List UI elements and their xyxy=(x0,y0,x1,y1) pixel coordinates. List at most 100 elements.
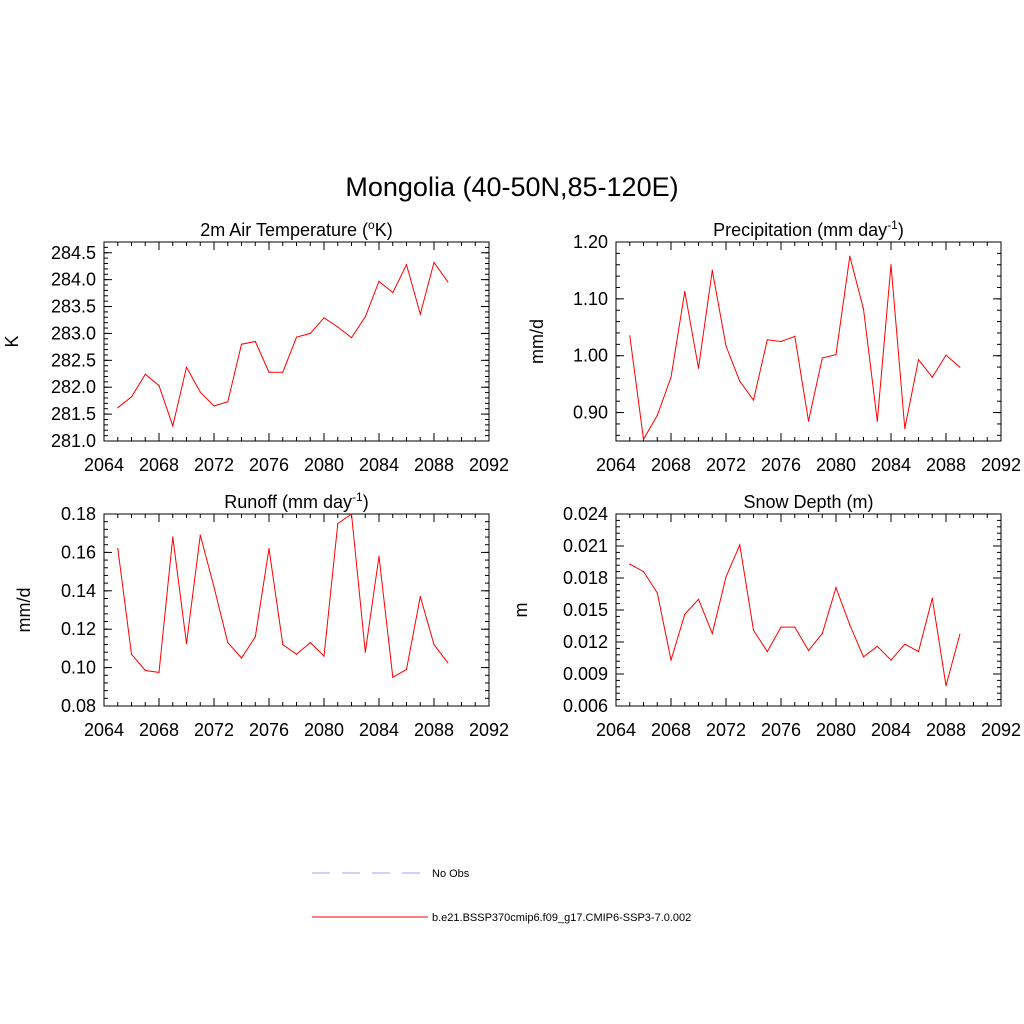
x-tick-label: 2064 xyxy=(596,455,636,475)
panel-title: Precipitation (mm day-1) xyxy=(713,218,904,240)
data-point xyxy=(268,548,270,550)
x-tick-label: 2084 xyxy=(359,720,399,740)
data-point xyxy=(642,571,645,573)
data-point xyxy=(405,264,408,266)
data-point xyxy=(670,376,672,378)
x-tick-label: 2076 xyxy=(761,720,801,740)
data-point xyxy=(378,555,380,557)
data-point xyxy=(199,391,201,393)
y-axis-label: mm/d xyxy=(527,319,547,364)
figure-title: Mongolia (40-50N,85-120E) xyxy=(345,172,678,202)
data-point xyxy=(876,645,878,647)
data-point xyxy=(945,685,947,687)
y-tick-label: 0.015 xyxy=(563,600,608,620)
y-tick-label: 1.10 xyxy=(573,289,608,309)
x-tick-label: 2080 xyxy=(304,455,344,475)
data-point xyxy=(240,343,243,345)
y-tick-label: 1.20 xyxy=(573,232,608,252)
data-point xyxy=(392,292,394,294)
y-axis-label: mm/d xyxy=(14,588,34,633)
data-point xyxy=(337,326,339,328)
data-point xyxy=(199,534,201,536)
data-point xyxy=(904,427,906,430)
x-tick-label: 2068 xyxy=(651,720,691,740)
y-tick-label: 284.5 xyxy=(51,243,96,263)
x-tick-label: 2080 xyxy=(816,455,856,475)
x-tick-label: 2064 xyxy=(84,720,124,740)
panels: 2064 2068 2072 2076 2080 2084 2088 2092 281.0 281… xyxy=(2,218,1021,740)
data-point xyxy=(629,335,631,337)
data-point xyxy=(117,548,119,550)
x-tick-label: 2068 xyxy=(651,455,691,475)
data-point xyxy=(752,629,755,631)
panel-title: Runoff (mm day-1) xyxy=(224,490,368,512)
data-point xyxy=(697,598,700,600)
data-point xyxy=(876,420,878,422)
data-point xyxy=(419,596,421,598)
data-point xyxy=(419,313,421,315)
x-tick-label: 2072 xyxy=(706,720,746,740)
x-tick-label: 2088 xyxy=(926,455,966,475)
x-tick-label: 2072 xyxy=(194,455,234,475)
data-point xyxy=(862,656,865,658)
x-tick-label: 2084 xyxy=(359,455,399,475)
data-point xyxy=(917,651,920,653)
data-point xyxy=(130,396,133,398)
x-tick-label: 2084 xyxy=(871,455,911,475)
x-tick-label: 2092 xyxy=(469,720,509,740)
y-tick-label: 282.5 xyxy=(51,350,96,370)
x-tick-label: 2080 xyxy=(816,720,856,740)
data-point xyxy=(656,592,658,594)
data-point xyxy=(835,587,837,589)
panel-snow-depth: 2064 2068 2072 2076 2080 2084 2088 2092 0.006 0.0… xyxy=(511,492,1021,740)
data-point xyxy=(254,636,256,638)
data-point xyxy=(697,367,700,369)
data-point xyxy=(158,671,160,674)
legend-label-no-obs: No Obs xyxy=(432,868,470,880)
y-tick-label: 0.90 xyxy=(573,403,608,423)
data-point xyxy=(752,399,755,401)
data-point xyxy=(433,261,435,263)
data-point xyxy=(364,316,366,318)
y-axis-label: K xyxy=(2,335,22,347)
data-point xyxy=(309,332,311,334)
y-tick-label: 281.5 xyxy=(51,404,96,424)
data-point xyxy=(835,354,837,356)
data-point xyxy=(890,659,892,661)
panel-title: Snow Depth (m) xyxy=(743,492,873,512)
x-tick-label: 2092 xyxy=(981,720,1021,740)
x-tick-label: 2080 xyxy=(304,720,344,740)
data-point xyxy=(350,513,353,515)
x-tick-label: 2072 xyxy=(194,720,234,740)
data-point xyxy=(917,359,920,361)
y-tick-label: 0.021 xyxy=(563,536,608,556)
data-point xyxy=(821,357,823,359)
x-tick-label: 2072 xyxy=(706,455,746,475)
data-point xyxy=(670,659,672,661)
data-point xyxy=(766,651,768,653)
data-point xyxy=(684,613,686,615)
x-tick-label: 2068 xyxy=(139,455,179,475)
data-point xyxy=(172,425,174,427)
panel-temperature: 2064 2068 2072 2076 2080 2084 2088 2092 281.0 281… xyxy=(2,218,509,475)
data-point xyxy=(117,407,119,409)
data-point xyxy=(656,414,658,416)
x-tick-label: 2064 xyxy=(596,720,636,740)
y-tick-label: 281.0 xyxy=(51,431,96,451)
data-point xyxy=(821,632,823,635)
data-point xyxy=(213,586,215,588)
y-tick-label: 0.009 xyxy=(563,664,608,684)
data-point xyxy=(931,597,933,599)
x-tick-label: 2088 xyxy=(926,720,966,740)
data-point xyxy=(890,264,892,266)
y-tick-label: 0.18 xyxy=(61,504,96,524)
panel-title: 2m Air Temperature (oK) xyxy=(200,218,392,240)
data-point xyxy=(766,339,768,341)
data-point xyxy=(931,376,933,378)
data-point xyxy=(780,340,782,343)
data-point xyxy=(268,371,270,373)
panel-precipitation: 2064 2068 2072 2076 2080 2084 2088 2092 0.90 1.00… xyxy=(527,218,1021,475)
data-point xyxy=(684,290,686,293)
data-point xyxy=(144,373,146,375)
data-point xyxy=(959,366,961,368)
